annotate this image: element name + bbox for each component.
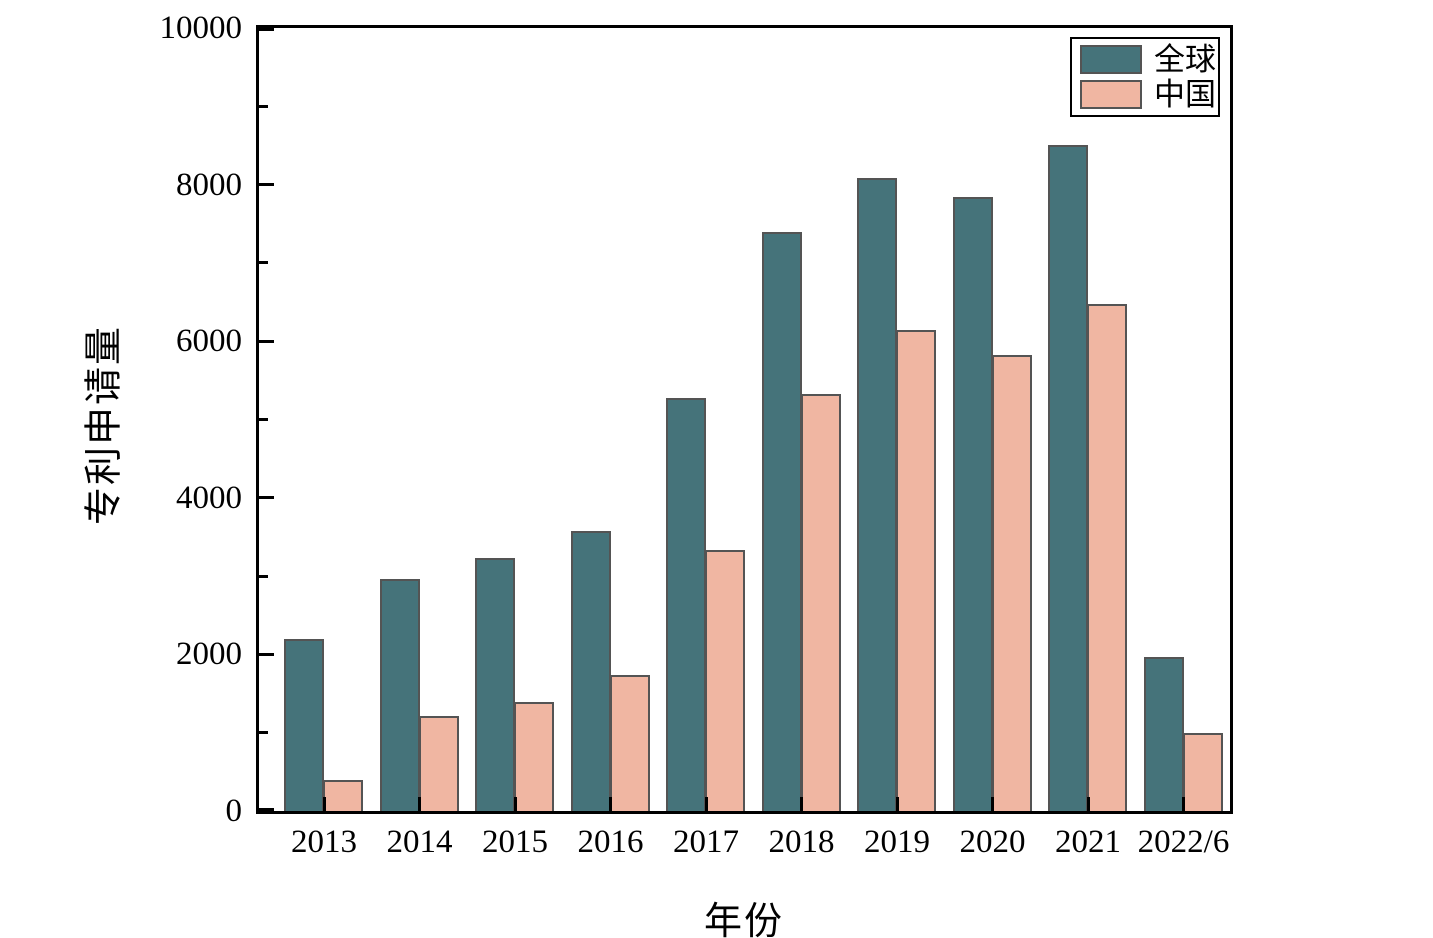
legend-item-global: 全球 [1080, 44, 1216, 75]
x-tick-label-2015: 2015 [482, 824, 548, 860]
y-tick-label-8000: 8000 [176, 166, 242, 203]
x-tick-label-2018: 2018 [768, 824, 835, 860]
plot-inner [259, 28, 1230, 811]
x-tick-2020 [991, 797, 994, 811]
y-major-tick-6000 [259, 339, 274, 343]
legend-swatch-china [1080, 80, 1142, 109]
bar-china-2020 [991, 355, 1032, 811]
bar-china-2018 [800, 394, 841, 811]
y-minor-tick-7000 [259, 261, 268, 265]
legend-label-china: 中国 [1154, 77, 1216, 112]
bar-global-2015 [475, 558, 515, 811]
x-tick-2017 [704, 797, 708, 811]
y-tick-label-4000: 4000 [176, 479, 242, 516]
legend-item-china: 中国 [1080, 79, 1216, 110]
bar-global-2021 [1048, 145, 1088, 811]
bar-china-2022/6 [1182, 732, 1223, 811]
x-tick-label-2013: 2013 [291, 824, 357, 860]
bar-china-2017 [705, 550, 745, 811]
bar-global-2020 [952, 197, 993, 811]
bar-global-2013 [284, 638, 324, 811]
x-axis-title: 年份 [703, 901, 785, 938]
x-tick-2021 [1086, 797, 1090, 811]
y-minor-tick-5000 [259, 418, 268, 421]
bar-global-2022/6 [1143, 656, 1184, 811]
x-tick-label-2022/6: 2022/6 [1137, 824, 1230, 860]
x-tick-label-2014: 2014 [386, 824, 453, 860]
legend-swatch-global [1080, 45, 1142, 74]
bar-china-2016 [609, 674, 650, 811]
y-major-tick-8000 [259, 183, 274, 187]
x-tick-2013 [322, 797, 326, 811]
legend: 全球 中国 [1070, 37, 1220, 117]
y-tick-label-0: 0 [225, 793, 243, 829]
x-tick-label-2017: 2017 [673, 824, 739, 860]
x-tick-2015 [513, 797, 517, 811]
x-tick-label-2019: 2019 [864, 824, 930, 860]
x-tick-2018 [800, 797, 803, 811]
legend-label-global: 全球 [1154, 42, 1216, 77]
y-major-tick-10000 [259, 28, 274, 31]
plot-area [256, 25, 1233, 814]
bar-global-2016 [570, 530, 611, 811]
x-tick-label-2020: 2020 [959, 824, 1026, 860]
y-tick-label-10000: 10000 [159, 10, 243, 46]
bar-global-2018 [761, 231, 802, 811]
bar-china-2013 [323, 780, 363, 811]
bar-global-2014 [379, 579, 420, 811]
bar-china-2015 [514, 702, 554, 811]
bar-global-2017 [666, 397, 706, 811]
bar-global-2019 [857, 178, 897, 811]
y-major-tick-2000 [259, 652, 274, 656]
y-tick-label-6000: 6000 [176, 323, 242, 360]
bar-china-2019 [896, 330, 936, 811]
bar-china-2014 [418, 716, 459, 811]
x-tick-2022/6 [1182, 797, 1185, 811]
x-tick-2016 [609, 797, 612, 811]
y-tick-label-2000: 2000 [176, 636, 242, 673]
bar-china-2021 [1087, 303, 1127, 811]
y-major-tick-0 [259, 808, 274, 811]
x-tick-2014 [418, 797, 421, 811]
y-minor-tick-9000 [259, 104, 268, 108]
y-minor-tick-1000 [259, 731, 268, 735]
y-minor-tick-3000 [259, 574, 268, 578]
x-tick-2019 [895, 797, 899, 811]
x-tick-label-2021: 2021 [1055, 824, 1121, 860]
x-tick-label-2016: 2016 [577, 824, 644, 860]
y-major-tick-4000 [259, 496, 274, 500]
